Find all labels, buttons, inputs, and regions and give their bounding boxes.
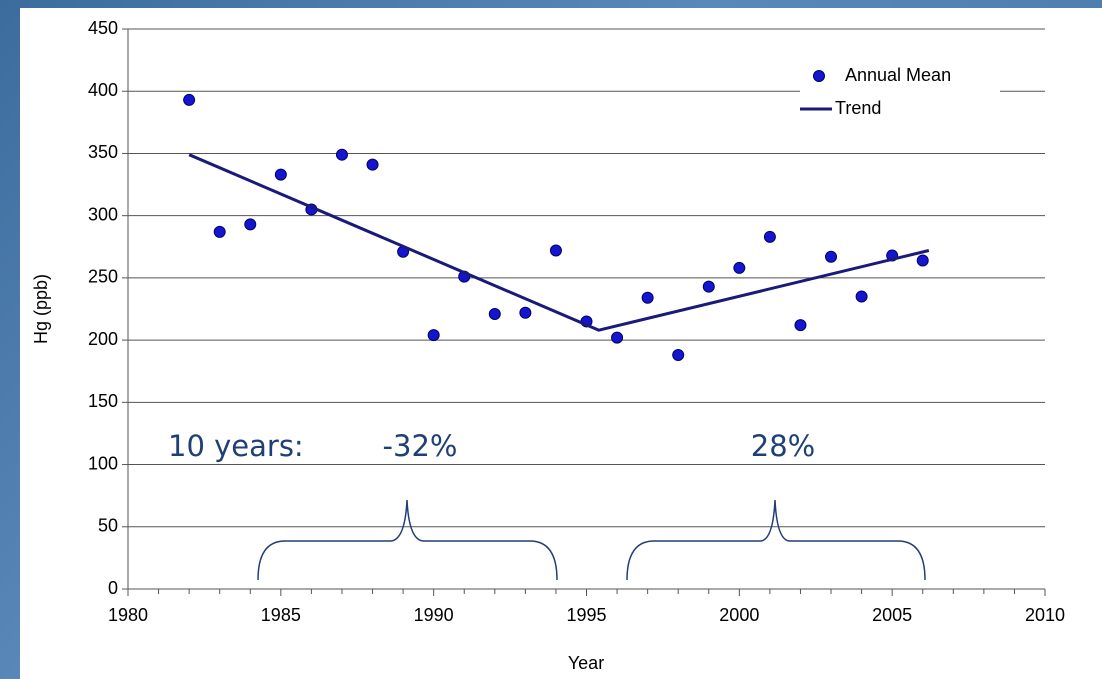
legend-marker: [813, 70, 825, 82]
y-tick-label: 350: [88, 142, 118, 162]
data-point: [519, 306, 532, 319]
brace: [257, 499, 558, 581]
annotation: -32%: [383, 429, 458, 463]
data-point: [183, 93, 196, 106]
data-point: [702, 280, 715, 293]
data-point: [855, 290, 868, 303]
x-tick-label: 2000: [719, 605, 759, 625]
data-point: [672, 349, 685, 362]
data-point: [274, 168, 287, 181]
y-tick-label: 150: [88, 391, 118, 411]
data-point: [366, 158, 379, 171]
data-point: [427, 329, 440, 342]
braces: [257, 499, 926, 581]
data-point: [549, 244, 562, 257]
trend-line: [188, 153, 930, 332]
y-tick-label: 250: [88, 267, 118, 287]
y-tick-label: 0: [108, 578, 118, 598]
x-tick-label: 1995: [566, 605, 606, 625]
legend: Annual Mean Trend: [800, 65, 1000, 128]
data-point: [641, 291, 654, 304]
x-tick-label: 2005: [872, 605, 912, 625]
legend-box: [800, 68, 1000, 128]
x-tick-label: 2010: [1025, 605, 1065, 625]
data-point: [825, 250, 838, 263]
data-point: [488, 307, 501, 320]
y-tick-label: 50: [98, 516, 118, 536]
data-point: [335, 148, 348, 161]
brace: [626, 499, 926, 581]
legend-label: Annual Mean: [845, 65, 951, 85]
y-tick-label: 300: [88, 204, 118, 224]
data-point: [763, 230, 776, 243]
plot: 0 50 100 150 200 250 300 350 400 450 1980 1985 1990 1…: [88, 18, 1065, 625]
data-point: [916, 254, 929, 267]
data-point: [733, 261, 746, 274]
data-point: [213, 225, 226, 238]
data-point: [794, 319, 807, 332]
x-tick-label: 1980: [108, 605, 148, 625]
y-tick-label: 200: [88, 329, 118, 349]
y-tick-label: 400: [88, 80, 118, 100]
legend-label: Trend: [835, 98, 881, 118]
annotation: 28%: [751, 429, 815, 463]
x-tick-label: 1990: [414, 605, 454, 625]
y-axis-title: Hg (ppb): [31, 274, 51, 344]
y-tick-label: 100: [88, 453, 118, 473]
data-point: [611, 331, 624, 344]
y-tick-label: 450: [88, 18, 118, 38]
x-axis-title: Year: [568, 653, 604, 673]
annotation: 10 years:: [168, 429, 304, 463]
data-point: [244, 218, 257, 231]
x-tick-label: 1985: [261, 605, 301, 625]
